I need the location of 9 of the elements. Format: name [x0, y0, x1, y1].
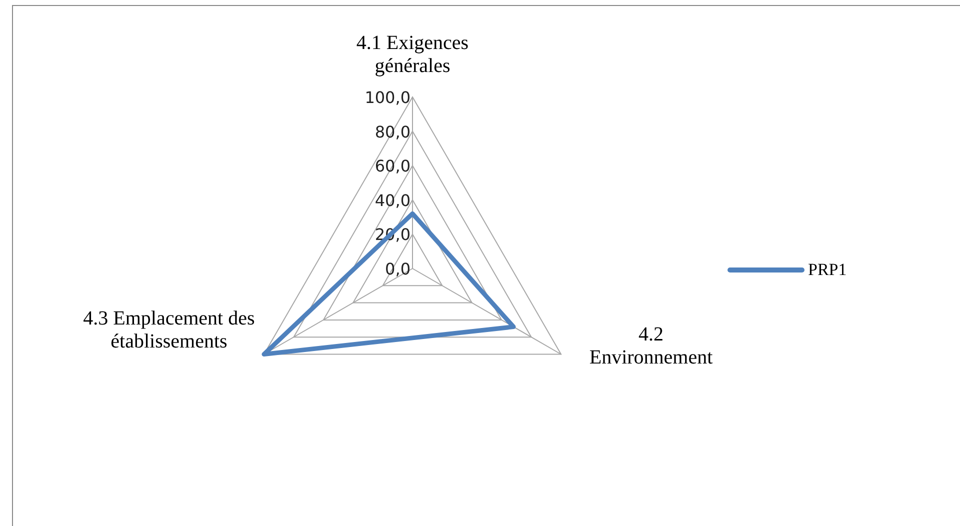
y-tick-label: 80,0: [374, 122, 410, 142]
y-tick-label: 60,0: [374, 156, 410, 176]
y-tick-label: 0,0: [385, 260, 410, 278]
spoke-label: 4.2 Environnement: [589, 323, 714, 368]
spoke-label: 4.3 Emplacement des établissements: [83, 307, 255, 352]
y-tick-label: 100,0: [364, 88, 410, 107]
spoke-label: 4.1 Exigences générales: [356, 32, 469, 77]
y-tick-label: 40,0: [374, 190, 410, 210]
legend-label: PRP1: [808, 260, 847, 279]
